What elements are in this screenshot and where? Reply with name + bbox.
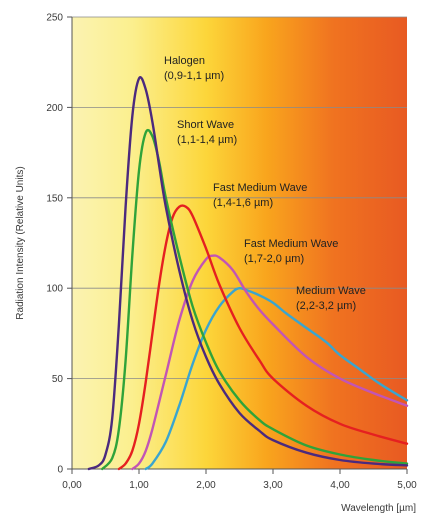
x-tick-label: 5,00 (397, 480, 417, 491)
series-annotation: Fast Medium Wave (213, 182, 307, 194)
y-axis-title: Radiation Intensity (Relative Units) (15, 166, 26, 319)
series-annotation: (1,1-1,4 µm) (177, 134, 237, 146)
series-annotation: Medium Wave (296, 285, 366, 297)
series-line (117, 204, 409, 471)
series-annotation: (2,2-3,2 µm) (296, 300, 356, 312)
series-annotations: Halogen (0,9-1,1 µm) Short Wave (1,1-1,4 µm… (164, 55, 366, 312)
y-tick-label: 250 (46, 13, 63, 24)
y-tick-label: 150 (46, 193, 63, 204)
y-tick-label: 0 (57, 465, 63, 476)
x-tick-label: 2,00 (196, 480, 216, 491)
x-axis-title: Wavelength [µm] (341, 503, 416, 514)
series-annotation: Fast Medium Wave (244, 238, 338, 250)
x-tick-label: 0,00 (62, 480, 82, 491)
series-annotation: Halogen (164, 55, 205, 67)
series-line (101, 128, 409, 471)
series-line (131, 254, 409, 471)
series-lines (87, 76, 409, 471)
x-tick-label: 4,00 (330, 480, 350, 491)
series-annotation: (1,4-1,6 µm) (213, 197, 273, 209)
plot-background (72, 17, 407, 469)
series-annotation: Short Wave (177, 119, 234, 131)
y-tick-label: 100 (46, 284, 63, 295)
series-line (87, 76, 409, 471)
axes: 0 50 100 150 200 250 0,00 1,00 2,00 3,00 4,00 5,00 (46, 13, 417, 492)
x-tick-label: 3,00 (263, 480, 283, 491)
series-annotation: (0,9-1,1 µm) (164, 70, 224, 82)
y-tick-label: 50 (52, 374, 64, 385)
x-tick-label: 1,00 (129, 480, 149, 491)
y-tick-label: 200 (46, 103, 63, 114)
series-annotation: (1,7-2,0 µm) (244, 253, 304, 265)
